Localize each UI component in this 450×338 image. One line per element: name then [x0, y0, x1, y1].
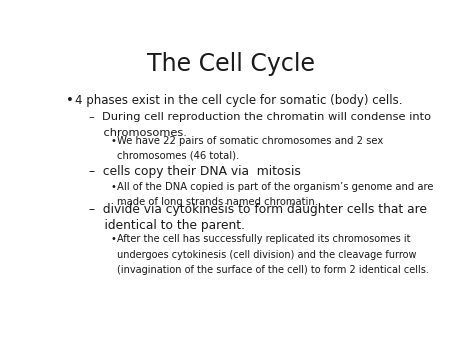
Text: made of long strands named chromatin.: made of long strands named chromatin. [117, 197, 318, 208]
Text: •: • [110, 235, 116, 244]
Text: •: • [110, 136, 116, 146]
Text: •: • [110, 183, 116, 192]
Text: identical to the parent.: identical to the parent. [90, 219, 245, 232]
Text: –  cells copy their DNA via  mitosis: – cells copy their DNA via mitosis [90, 166, 301, 178]
Text: All of the DNA copied is part of the organism’s genome and are: All of the DNA copied is part of the org… [117, 183, 434, 192]
Text: (invagination of the surface of the cell) to form 2 identical cells.: (invagination of the surface of the cell… [117, 265, 429, 275]
Text: –  During cell reproduction the chromatin will condense into: – During cell reproduction the chromatin… [90, 112, 432, 122]
Text: We have 22 pairs of somatic chromosomes and 2 sex: We have 22 pairs of somatic chromosomes … [117, 136, 383, 146]
Text: undergoes cytokinesis (cell division) and the cleavage furrow: undergoes cytokinesis (cell division) an… [117, 249, 417, 260]
Text: •: • [66, 94, 74, 107]
Text: The Cell Cycle: The Cell Cycle [147, 52, 315, 76]
Text: –  divide via cytokinesis to form daughter cells that are: – divide via cytokinesis to form daughte… [90, 203, 427, 216]
Text: After the cell has successfully replicated its chromosomes it: After the cell has successfully replicat… [117, 235, 411, 244]
Text: 4 phases exist in the cell cycle for somatic (body) cells.: 4 phases exist in the cell cycle for som… [76, 94, 403, 107]
Text: chromosomes (46 total).: chromosomes (46 total). [117, 151, 239, 161]
Text: chromosomes.: chromosomes. [90, 128, 187, 138]
